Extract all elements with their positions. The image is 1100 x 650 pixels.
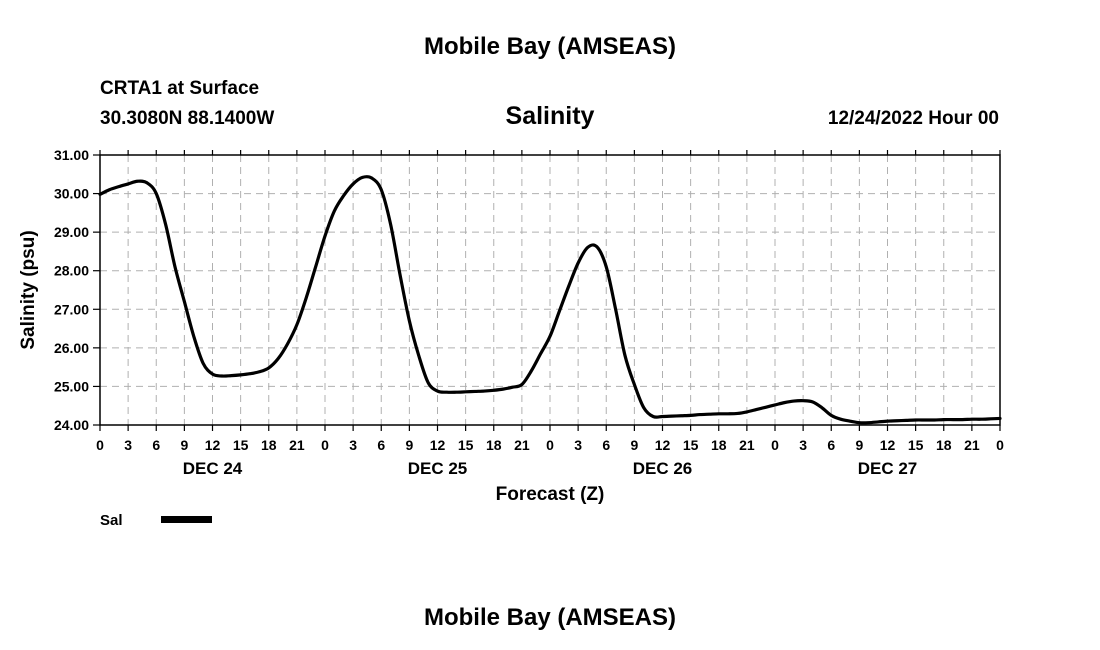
x-tick-label: 15 xyxy=(458,437,474,453)
x-tick-label: 15 xyxy=(908,437,924,453)
x-tick-label: 9 xyxy=(180,437,188,453)
x-axis-ticks: 0 3 6 9 12 15 18 21 0 3 6 9 12 15 18 21 0 3 6 9 12 15 18 21 0 3 6 9… xyxy=(96,150,1004,478)
x-tick-label: 9 xyxy=(405,437,413,453)
x-tick-label: 9 xyxy=(855,437,863,453)
day-label: DEC 26 xyxy=(633,459,693,478)
x-tick-label: 15 xyxy=(233,437,249,453)
x-tick-label: 6 xyxy=(827,437,835,453)
y-axis-ticks: 24.00 25.00 26.00 27.00 28.00 29.00 30.00 31.00 xyxy=(54,147,100,433)
x-tick-label: 6 xyxy=(602,437,610,453)
x-tick-label: 18 xyxy=(261,437,277,453)
plot-frame xyxy=(99,154,1001,426)
legend-swatch-sal xyxy=(161,516,212,523)
x-tick-label: 21 xyxy=(289,437,305,453)
y-tick-label: 29.00 xyxy=(54,224,89,240)
y-axis-label: Salinity (psu) xyxy=(18,230,39,349)
chart-title: Mobile Bay (AMSEAS) xyxy=(424,33,676,60)
x-tick-label: 21 xyxy=(964,437,980,453)
x-tick-label: 0 xyxy=(771,437,779,453)
x-tick-label: 0 xyxy=(546,437,554,453)
x-tick-label: 0 xyxy=(321,437,329,453)
x-tick-label: 12 xyxy=(205,437,221,453)
x-tick-label: 12 xyxy=(655,437,671,453)
forecast-run-time: 12/24/2022 Hour 00 xyxy=(828,108,999,129)
day-label: DEC 24 xyxy=(183,459,243,478)
series-line-sal xyxy=(98,175,1002,425)
x-tick-label: 18 xyxy=(486,437,502,453)
y-tick-label: 27.00 xyxy=(54,301,89,317)
x-tick-label: 0 xyxy=(996,437,1004,453)
x-tick-label: 18 xyxy=(936,437,952,453)
x-tick-label: 3 xyxy=(799,437,807,453)
y-tick-label: 30.00 xyxy=(54,186,89,202)
x-tick-label: 9 xyxy=(630,437,638,453)
day-label: DEC 27 xyxy=(858,459,918,478)
day-label: DEC 25 xyxy=(408,459,468,478)
x-tick-label: 12 xyxy=(880,437,896,453)
x-tick-label: 6 xyxy=(377,437,385,453)
x-axis-label: Forecast (Z) xyxy=(496,484,605,505)
station-coordinates: 30.3080N 88.1400W xyxy=(100,108,274,129)
y-tick-label: 31.00 xyxy=(54,147,89,163)
x-tick-label: 15 xyxy=(683,437,699,453)
series-layer xyxy=(98,175,1002,425)
x-tick-label: 21 xyxy=(514,437,530,453)
y-tick-label: 26.00 xyxy=(54,340,89,356)
station-label: CRTA1 at Surface xyxy=(100,78,259,99)
x-tick-label: 18 xyxy=(711,437,727,453)
y-tick-label: 24.00 xyxy=(54,417,89,433)
x-tick-label: 0 xyxy=(96,437,104,453)
x-tick-label: 21 xyxy=(739,437,755,453)
x-tick-label: 6 xyxy=(152,437,160,453)
legend: Sal xyxy=(100,512,212,529)
x-tick-label: 3 xyxy=(349,437,357,453)
variable-title: Salinity xyxy=(506,102,595,130)
x-tick-label: 12 xyxy=(430,437,446,453)
y-tick-label: 25.00 xyxy=(54,378,89,394)
legend-label-sal: Sal xyxy=(100,512,123,529)
grid-lines xyxy=(99,154,1001,426)
repeated-chart-title: Mobile Bay (AMSEAS) xyxy=(424,604,676,631)
x-tick-label: 3 xyxy=(124,437,132,453)
x-tick-label: 3 xyxy=(574,437,582,453)
y-tick-label: 28.00 xyxy=(54,263,89,279)
